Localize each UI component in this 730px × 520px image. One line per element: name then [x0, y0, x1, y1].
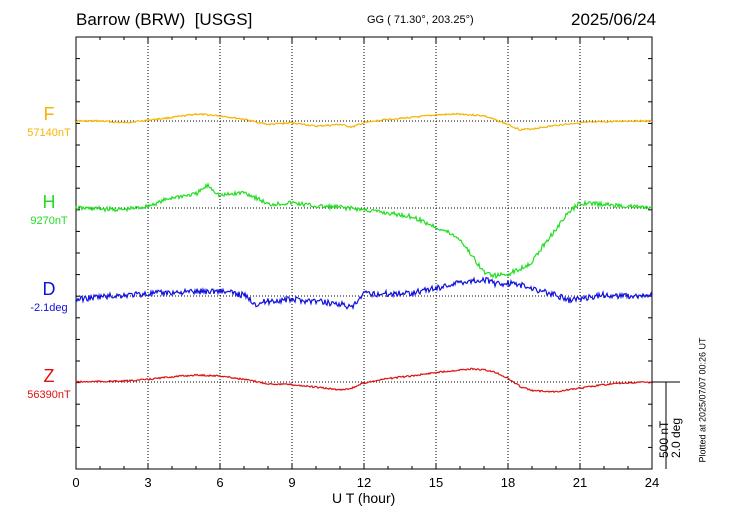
x-tick-label: 21 — [573, 475, 587, 490]
baseline-Z: 56390nT — [27, 389, 71, 401]
baseline-F: 57140nT — [27, 127, 71, 139]
plotted-timestamp: Plotted at 2025/07/07 00:26 UT — [697, 337, 708, 463]
label-Z: Z — [43, 366, 55, 386]
x-tick-label: 9 — [288, 475, 295, 490]
x-tick-label: 15 — [429, 475, 443, 490]
traces — [75, 112, 653, 393]
label-H: H — [42, 192, 56, 212]
x-tick-label: 3 — [144, 475, 151, 490]
baseline-H: 9270nT — [30, 215, 68, 227]
x-tick-label: 6 — [216, 475, 223, 490]
x-tick-label: 18 — [501, 475, 515, 490]
label-D: D — [42, 279, 56, 299]
date-label: 2025/06/24 — [571, 10, 657, 29]
x-tick-label: 24 — [645, 475, 659, 490]
station-title: Barrow (BRW) [USGS] — [76, 10, 253, 29]
scale-bar-label: 500 nT 2.0 deg — [657, 417, 684, 459]
x-tick-label: 0 — [72, 475, 79, 490]
trace-Z — [76, 367, 653, 393]
x-tick-label: 12 — [357, 475, 371, 490]
geographic-coords: GG ( 71.30°, 203.25°) — [367, 14, 474, 26]
axis-ticks: 0 3 6 9 12 15 18 21 24 — [72, 36, 659, 490]
trace-H — [75, 182, 653, 280]
trace-D — [75, 276, 653, 311]
grid — [76, 37, 652, 469]
x-axis-label: U T (hour) — [332, 490, 396, 506]
scale-bar — [652, 381, 680, 469]
label-F: F — [43, 104, 55, 124]
trace-F — [75, 112, 653, 131]
baseline-D: -2.1deg — [30, 302, 68, 314]
scale-bar-line2: 2.0 deg — [669, 417, 684, 459]
